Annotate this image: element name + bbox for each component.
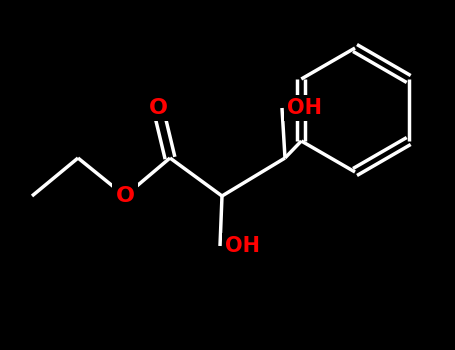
Text: O: O bbox=[148, 98, 167, 118]
Text: OH: OH bbox=[287, 98, 322, 118]
Text: O: O bbox=[116, 186, 135, 206]
Text: OH: OH bbox=[225, 236, 260, 256]
